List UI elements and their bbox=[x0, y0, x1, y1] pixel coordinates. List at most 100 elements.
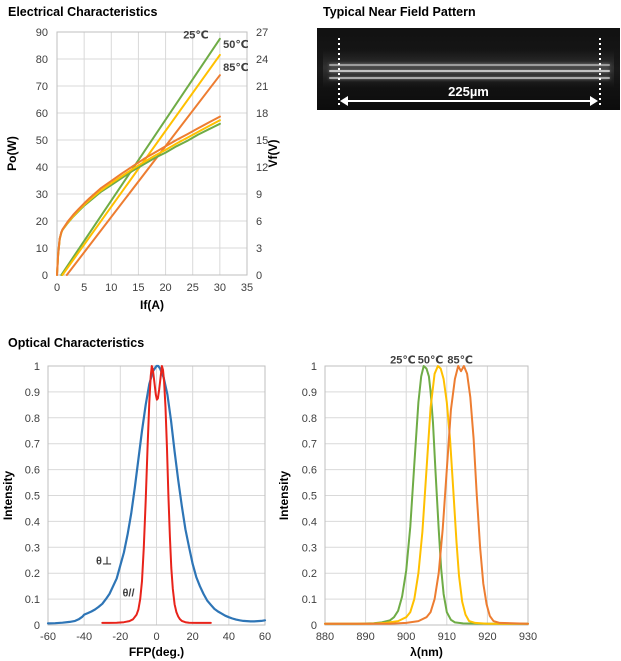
tick-label: 10 bbox=[105, 282, 117, 294]
tick-label: 12 bbox=[256, 162, 268, 174]
tick-label: 0.8 bbox=[302, 413, 317, 425]
tick-label: 0 bbox=[54, 282, 60, 294]
tick-label: 70 bbox=[36, 81, 48, 93]
tick-label: 0.3 bbox=[25, 542, 40, 554]
tick-label: 80 bbox=[36, 54, 48, 66]
series-Po-25C bbox=[60, 37, 221, 276]
tick-label: 1 bbox=[34, 361, 40, 373]
series-theta-perp bbox=[46, 364, 267, 625]
series-spectrum-25C bbox=[324, 365, 529, 625]
series-label: 25℃ bbox=[183, 30, 209, 42]
tick-label: 880 bbox=[316, 631, 334, 643]
series-theta-para bbox=[101, 365, 212, 624]
tick-label: 30 bbox=[214, 282, 226, 294]
tick-label: -20 bbox=[112, 631, 128, 643]
tick-label: 40 bbox=[36, 162, 48, 174]
emitter-glow bbox=[323, 50, 614, 88]
series-label: θ⊥ bbox=[96, 555, 112, 567]
tick-label: 0.7 bbox=[25, 439, 40, 451]
tick-label: 50 bbox=[36, 135, 48, 147]
tick-label: 0.5 bbox=[302, 491, 317, 503]
tick-label: 0.5 bbox=[25, 491, 40, 503]
tick-label: 0.6 bbox=[25, 465, 40, 477]
arrow-left-head-icon bbox=[340, 96, 348, 106]
y-axis-title-left: Po(W) bbox=[5, 136, 19, 171]
tick-label: 0 bbox=[256, 270, 262, 282]
tick-label: 5 bbox=[81, 282, 87, 294]
tick-label: 0 bbox=[42, 270, 48, 282]
tick-label: 0.4 bbox=[302, 516, 317, 528]
ffp-plot-svg: -60 -40 -20 0 20 40 60 0 0.1 0.2 0.3 0.4 0.5 0.6 0.7 0.… bbox=[1, 361, 271, 659]
tick-label: 30 bbox=[36, 189, 48, 201]
aperture-right-dotted-line bbox=[599, 38, 601, 106]
tick-label: 0.2 bbox=[302, 568, 317, 580]
tick-label: 40 bbox=[223, 631, 235, 643]
x-axis-title: FFP(deg.) bbox=[129, 645, 184, 659]
tick-label: 20 bbox=[187, 631, 199, 643]
y-axis-title-right: Vf(V) bbox=[266, 140, 280, 168]
series-label: 85℃ bbox=[447, 355, 473, 367]
tick-label: 920 bbox=[478, 631, 496, 643]
tick-label: 0 bbox=[153, 631, 159, 643]
tick-label: 0.8 bbox=[25, 413, 40, 425]
tick-label: 21 bbox=[256, 81, 268, 93]
x-axis-title: λ(nm) bbox=[410, 645, 443, 659]
tick-label: 0.3 bbox=[302, 542, 317, 554]
tick-label: 6 bbox=[256, 216, 262, 228]
y-axis-title-left: Intensity bbox=[277, 471, 291, 521]
tick-label: 0.2 bbox=[25, 568, 40, 580]
series-label: 25℃ bbox=[390, 355, 416, 367]
tick-label: 910 bbox=[438, 631, 456, 643]
tick-label: 25 bbox=[187, 282, 199, 294]
tick-label: 1 bbox=[311, 361, 317, 373]
tick-label: 900 bbox=[397, 631, 415, 643]
tick-label: 20 bbox=[36, 216, 48, 228]
tick-label: 0.1 bbox=[302, 594, 317, 606]
far-field-pattern-chart: -60 -40 -20 0 20 40 60 0 0.1 0.2 0.3 0.4 0.5 0.6 0.7 0.… bbox=[0, 350, 292, 661]
tick-label: 15 bbox=[256, 135, 268, 147]
arrow-right-head-icon bbox=[590, 96, 598, 106]
tick-label: 0.9 bbox=[25, 387, 40, 399]
aperture-width-label: 225µm bbox=[448, 84, 489, 99]
tick-label: 24 bbox=[256, 54, 268, 66]
spectrum-plot-svg: 880 890 900 910 920 930 0 0.1 0.2 0.3 0.4 0.5 0.6 0.7… bbox=[277, 355, 537, 659]
aperture-left-dotted-line bbox=[338, 38, 340, 106]
emission-spectrum-chart: 880 890 900 910 920 930 0 0.1 0.2 0.3 0.4 0.5 0.6 0.7… bbox=[277, 350, 558, 661]
dimension-arrow bbox=[345, 100, 593, 102]
tick-label: 0 bbox=[311, 620, 317, 632]
tick-label: 35 bbox=[241, 282, 253, 294]
tick-label: 0.4 bbox=[25, 516, 40, 528]
tick-label: 930 bbox=[519, 631, 537, 643]
series-spectrum-85C bbox=[324, 365, 529, 625]
tick-label: 890 bbox=[356, 631, 374, 643]
tick-label: 0.1 bbox=[25, 594, 40, 606]
x-axis-title: If(A) bbox=[140, 298, 164, 312]
plot-border bbox=[324, 365, 529, 626]
tick-label: 20 bbox=[159, 282, 171, 294]
series-Po-85C bbox=[65, 74, 221, 276]
emitter-stripe bbox=[329, 77, 610, 79]
tick-label: 0.6 bbox=[302, 465, 317, 477]
electrical-characteristics-chart: 0 5 10 15 20 25 30 35 0 10 20 30 40 50 60 70 80 90 0 3 6 9 12 1… bbox=[0, 22, 290, 322]
tick-label: 3 bbox=[256, 243, 262, 255]
series-label: θ// bbox=[122, 588, 134, 600]
series-label: 85℃ bbox=[223, 62, 249, 74]
tick-label: -40 bbox=[76, 631, 92, 643]
tick-label: 9 bbox=[256, 189, 262, 201]
optical-characteristics-title: Optical Characteristics bbox=[8, 336, 145, 350]
series-label: 50℃ bbox=[418, 355, 444, 367]
tick-label: -60 bbox=[40, 631, 56, 643]
tick-label: 15 bbox=[132, 282, 144, 294]
tick-label: 90 bbox=[36, 27, 48, 39]
y-axis-title-left: Intensity bbox=[1, 471, 15, 521]
tick-label: 27 bbox=[256, 27, 268, 39]
tick-label: 0 bbox=[34, 620, 40, 632]
near-field-pattern-title: Typical Near Field Pattern bbox=[323, 5, 476, 19]
electrical-characteristics-title: Electrical Characteristics bbox=[8, 5, 158, 19]
plot-border bbox=[56, 31, 248, 276]
tick-label: 0.9 bbox=[302, 387, 317, 399]
tick-label: 60 bbox=[36, 108, 48, 120]
emitter-stripe bbox=[329, 70, 610, 72]
tick-label: 60 bbox=[259, 631, 271, 643]
electrical-plot-svg: 0 5 10 15 20 25 30 3501020304050607080900369121… bbox=[5, 27, 280, 312]
